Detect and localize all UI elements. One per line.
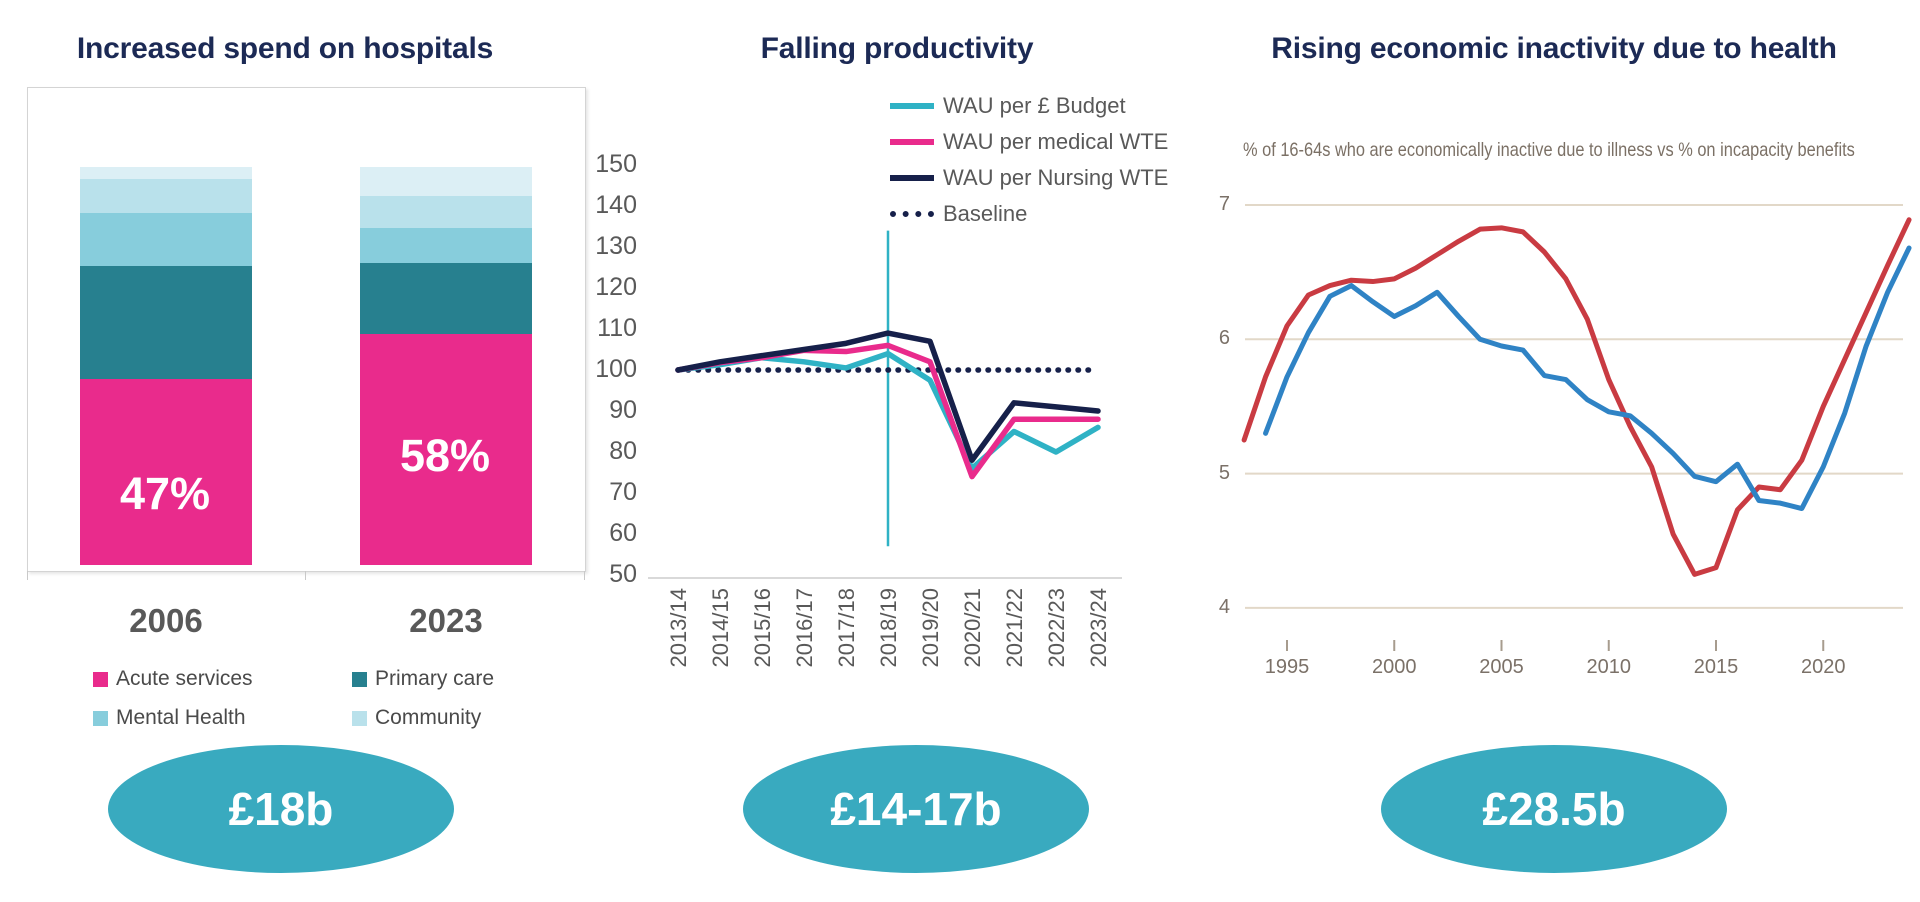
- x-axis-tick-label: 2000: [1372, 656, 1417, 678]
- legend-label: Primary care: [375, 667, 495, 690]
- x-axis-tick-label: 2022/23: [1044, 588, 1069, 668]
- x-axis-tick: [584, 571, 585, 580]
- legend-item-acute-services: Acute services: [93, 667, 352, 691]
- legend-item-primary-care: Primary care: [352, 667, 582, 691]
- legend-line-swatch-budget: [890, 103, 934, 109]
- y-axis-tick-label: 110: [597, 314, 637, 342]
- inactivity-subtitle: % of 16-64s who are economically inactiv…: [1243, 139, 1855, 161]
- legend-line-swatch-baseline: [890, 211, 934, 217]
- x-axis-tick-label: 2018/19: [876, 588, 901, 668]
- bar-chart-legend: Acute services Primary care Mental Healt…: [93, 667, 582, 730]
- bar-segment-primary-care: [360, 262, 532, 335]
- y-axis-tick-label: 7: [1218, 193, 1230, 215]
- cost-badge-value: £14-17b: [830, 783, 1002, 835]
- legend-label: Mental Health: [116, 706, 246, 729]
- cost-badge-productivity: £14-17b: [743, 745, 1089, 873]
- y-axis-tick-label: 4: [1218, 595, 1230, 618]
- legend-line-swatch-medical: [890, 139, 934, 145]
- cost-badge-inactivity: £28.5b: [1381, 745, 1727, 873]
- y-axis-tick-label: 70: [609, 478, 637, 506]
- bar-segment-mental-health: [360, 228, 532, 263]
- x-axis-tick-label: 2019/20: [918, 588, 943, 668]
- bar-value-label-2023: 58%: [399, 430, 491, 481]
- legend-item-community: Community: [352, 706, 582, 730]
- cost-badge-hospitals: £18b: [108, 745, 454, 873]
- x-axis-tick-label: 2017/18: [834, 588, 859, 668]
- y-axis-tick-label: 60: [609, 519, 637, 547]
- bar-segment-unlabeled-top-segment: [360, 167, 532, 197]
- x-axis-tick: [305, 571, 306, 580]
- bar-value-label-2006: 47%: [119, 468, 211, 519]
- legend-item-wau-per-budget: WAU per £ Budget: [890, 88, 1168, 124]
- y-axis-tick-label: 90: [609, 396, 637, 424]
- series-line-wau-per-nursing-wte: [675, 330, 1101, 463]
- y-axis-tick-label: 140: [595, 191, 637, 219]
- x-axis-tick-label: 2020/21: [960, 588, 985, 668]
- x-axis-tick-label: 2015/16: [750, 588, 775, 668]
- cost-badge-value: £18b: [228, 783, 334, 835]
- y-axis-tick-label: 80: [609, 437, 637, 465]
- y-axis-tick-label: 130: [595, 232, 637, 260]
- legend-swatch-primary-care: [352, 671, 367, 687]
- legend-label: WAU per £ Budget: [943, 93, 1126, 118]
- x-axis-tick-label: 1995: [1264, 656, 1310, 678]
- legend-item-baseline: Baseline: [890, 196, 1168, 232]
- legend-label: Acute services: [116, 667, 253, 690]
- legend-swatch-acute-services: [93, 671, 108, 687]
- legend-item-wau-per-medical-wte: WAU per medical WTE: [890, 124, 1168, 160]
- x-axis-tick-label: 2014/15: [708, 588, 733, 668]
- panel-title-inactivity: Rising economic inactivity due to health: [1271, 32, 1837, 65]
- stacked-bar-2006: [80, 167, 252, 565]
- x-axis-tick-label: 2005: [1479, 656, 1524, 678]
- y-axis-tick-label: 6: [1218, 327, 1230, 350]
- panel-title-productivity: Falling productivity: [760, 32, 1034, 65]
- legend-item-mental-health: Mental Health: [93, 706, 352, 730]
- bar-chart-plot-area: [27, 87, 586, 572]
- bar-segment-community: [80, 178, 252, 214]
- x-axis-label-2006: 2006: [129, 602, 203, 639]
- x-axis-tick-label: 2020: [1801, 656, 1846, 678]
- cost-badge-value: £28.5b: [1482, 783, 1626, 835]
- x-axis-tick-label: 2013/14: [666, 588, 691, 668]
- y-axis-tick-label: 100: [595, 355, 637, 383]
- stacked-bar-2023: [360, 167, 532, 565]
- x-axis-tick-label: 2021/22: [1002, 588, 1027, 668]
- productivity-line-chart: [648, 230, 1122, 579]
- bar-segment-acute-services: [360, 334, 532, 565]
- panel-title-hospital-spend: Increased spend on hospitals: [76, 32, 494, 65]
- line-chart-legend: WAU per £ Budget WAU per medical WTE WAU…: [890, 88, 1168, 232]
- x-axis-tick: [27, 571, 28, 580]
- bar-segment-unlabeled-top-segment: [80, 167, 252, 179]
- inactivity-line-chart: [1241, 204, 1912, 651]
- y-axis-tick-label: 5: [1218, 461, 1230, 484]
- legend-label: Community: [375, 706, 482, 729]
- bar-segment-mental-health: [80, 213, 252, 267]
- legend-swatch-community: [352, 710, 367, 726]
- legend-label: WAU per Nursing WTE: [943, 165, 1169, 190]
- x-axis-tick-label: 2010: [1586, 656, 1632, 678]
- legend-label: WAU per medical WTE: [943, 129, 1169, 154]
- x-axis-tick-label: 2016/17: [792, 588, 817, 668]
- series-line-on-incapacity-benefits: [1263, 245, 1912, 512]
- x-axis-label-2023: 2023: [409, 602, 483, 639]
- y-axis-tick-label: 50: [609, 560, 637, 588]
- bar-segment-acute-services: [80, 378, 252, 565]
- bar-segment-primary-care: [80, 266, 252, 379]
- legend-line-swatch-nursing: [890, 175, 934, 181]
- y-axis-tick-label: 120: [595, 273, 637, 301]
- x-axis-tick-label: 2015: [1693, 656, 1739, 678]
- legend-swatch-mental-health: [93, 710, 108, 726]
- x-axis-tick-label: 2023/24: [1086, 588, 1111, 668]
- legend-label: Baseline: [943, 201, 1028, 226]
- y-axis-tick-label: 150: [595, 150, 637, 178]
- series-line-economically-inactive-due-to-illness: [1241, 217, 1912, 577]
- bar-segment-community: [360, 196, 532, 229]
- legend-item-wau-per-nursing-wte: WAU per Nursing WTE: [890, 160, 1168, 196]
